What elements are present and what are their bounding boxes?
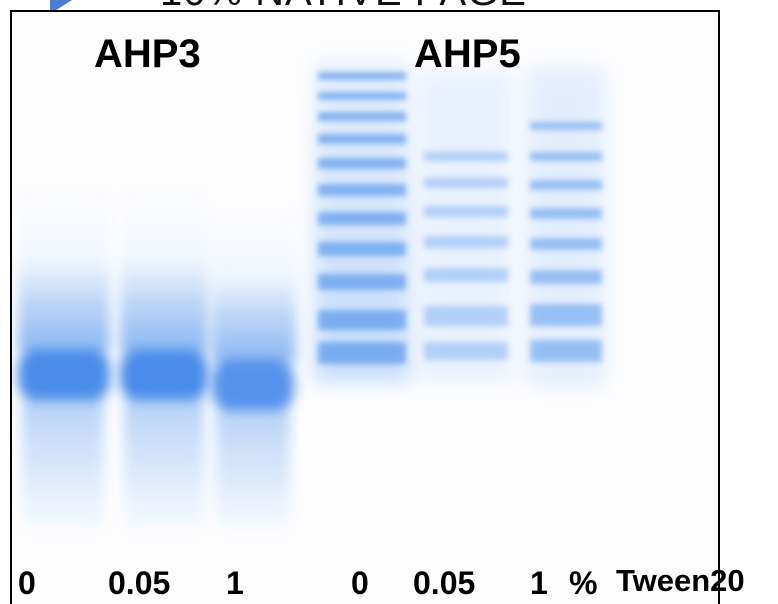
play-triangle-icon — [50, 0, 72, 12]
lane-ahp5-1 — [526, 67, 606, 387]
lane-ahp3-005 — [120, 182, 208, 537]
conc-label-ahp5-0: 0 — [351, 565, 369, 601]
group-label-ahp3: AHP3 — [94, 32, 201, 76]
conc-label-ahp3-1: 1 — [226, 565, 244, 601]
title-strip: 10% NATIVE PAGE — [0, 0, 778, 12]
conc-label-ahp3-0: 0 — [18, 565, 36, 601]
percent-symbol: % — [569, 565, 598, 601]
lane-ahp5-0 — [314, 62, 410, 382]
group-label-ahp5: AHP5 — [414, 32, 521, 76]
conc-label-ahp5-1: 1 — [530, 565, 548, 601]
conc-label-ahp5-005: 0.05 — [413, 565, 476, 601]
detergent-label: Tween20 — [616, 563, 745, 598]
gel-bands — [18, 62, 606, 537]
lane-ahp5-005 — [420, 72, 512, 382]
conc-label-ahp3-005: 0.05 — [108, 565, 171, 601]
gel-image: AHP3 AHP5 0 0.05 1 0 0.05 1 % — [10, 10, 720, 604]
figure-title: 10% NATIVE PAGE — [160, 0, 527, 12]
lane-ahp3-0 — [18, 182, 110, 537]
lane-ahp3-1 — [212, 202, 296, 537]
